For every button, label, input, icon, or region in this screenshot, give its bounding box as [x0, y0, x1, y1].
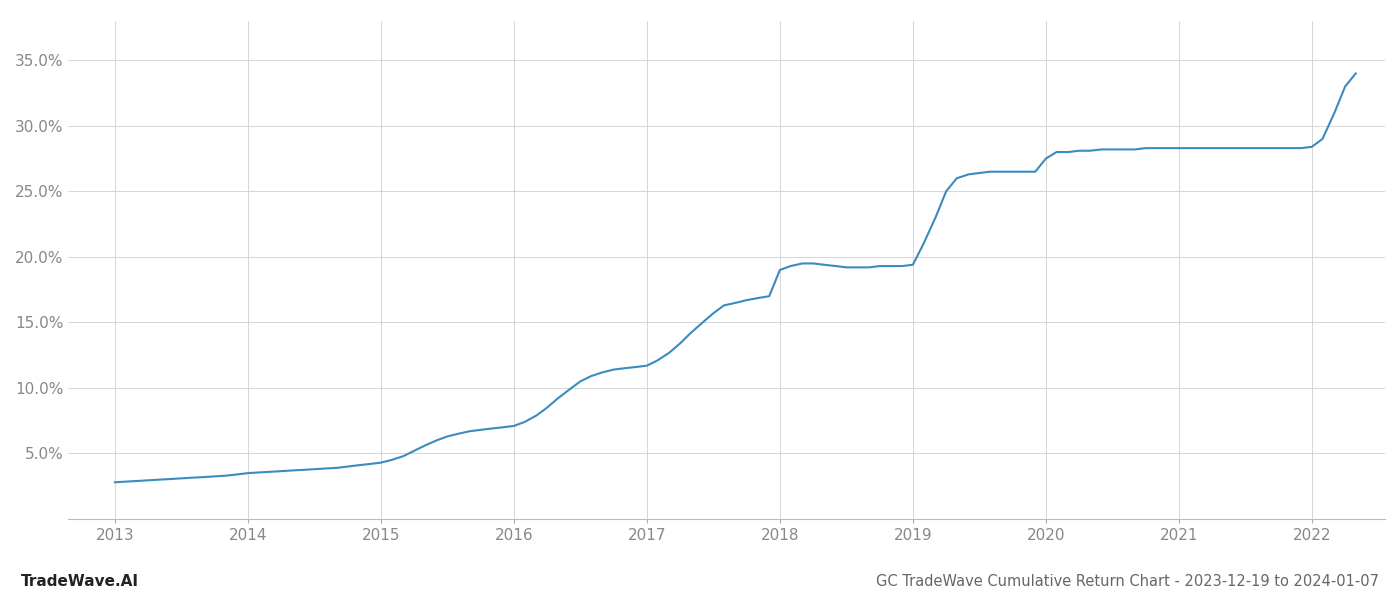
Text: TradeWave.AI: TradeWave.AI — [21, 574, 139, 589]
Text: GC TradeWave Cumulative Return Chart - 2023-12-19 to 2024-01-07: GC TradeWave Cumulative Return Chart - 2… — [876, 574, 1379, 589]
